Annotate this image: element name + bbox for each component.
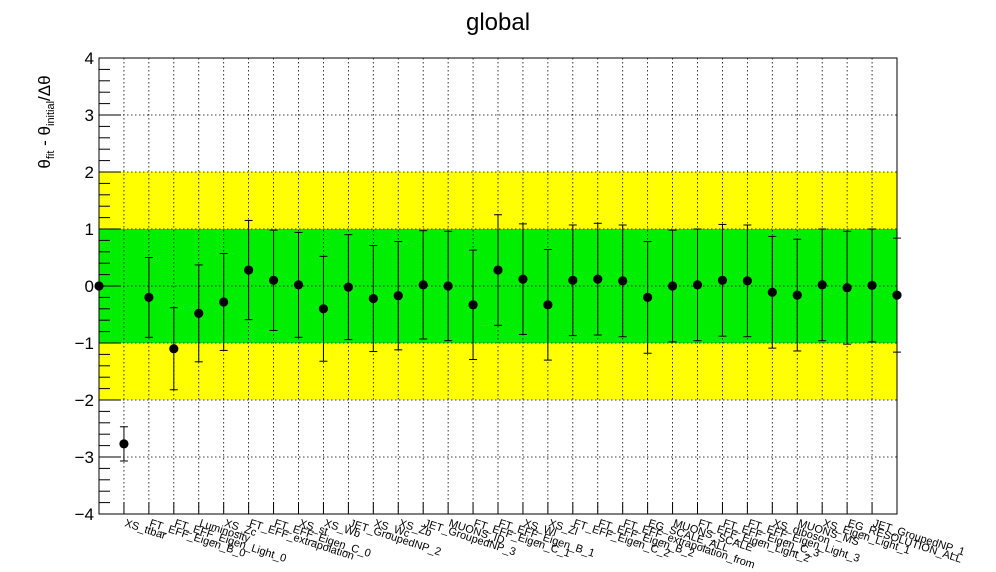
y-tick-label: 2 [85,163,94,182]
data-point [194,308,204,318]
data-point [144,292,154,302]
data-point [667,281,678,291]
data-point [393,291,403,301]
data-point [468,300,478,310]
data-point [618,276,628,286]
data-point [119,439,129,449]
y-tick-label: 4 [85,49,94,68]
data-points [94,265,902,449]
data-point [94,281,104,291]
y-tick-label: −3 [75,448,94,467]
axis-ticks [98,57,898,515]
data-point [443,281,453,291]
y-label-theta: θ [35,159,54,168]
data-point [343,282,353,292]
y-label-minus: - [35,135,54,150]
y-tick-label: −2 [75,391,94,410]
data-point [568,275,578,285]
y-tick-label: 3 [85,106,94,125]
grid-lines [99,58,897,514]
data-point [593,274,603,284]
data-point [742,276,752,286]
y-tick-label: 1 [85,220,94,239]
data-point [767,287,777,297]
y-label-delta-theta: /Δθ [35,75,54,101]
data-point [692,280,703,290]
data-point [817,280,827,290]
data-point [219,297,229,307]
data-point [892,290,902,300]
y-label-theta-2: θ [35,126,54,135]
y-tick-label: −4 [75,505,94,524]
chart-title: global [466,9,530,36]
y-label-fit-subscript: fit [45,151,57,160]
data-point [867,280,877,291]
data-point [518,274,528,284]
y-axis-label: θfit - θinitial/Δθ [35,75,57,168]
x-tick-labels: XS_ttbarFT_EFF_Eigen_B_0FT_EFF_Eigen_Lig… [123,517,966,571]
data-point [293,280,304,290]
data-point [643,292,653,302]
data-point [493,265,503,275]
y-tick-label: 0 [85,277,94,296]
data-point [792,290,802,300]
data-point [318,304,329,314]
y-label-initial-subscript: initial [45,101,57,126]
data-point [543,300,553,310]
y-tick-labels: −4 −3 −2 −1 0 1 2 3 4 [75,49,94,524]
data-point [842,283,852,293]
data-point [244,265,254,275]
data-point [418,280,428,290]
y-tick-label: −1 [75,334,94,353]
data-point [368,293,378,304]
data-point [268,275,279,285]
data-point [169,344,179,354]
data-point [717,275,728,285]
